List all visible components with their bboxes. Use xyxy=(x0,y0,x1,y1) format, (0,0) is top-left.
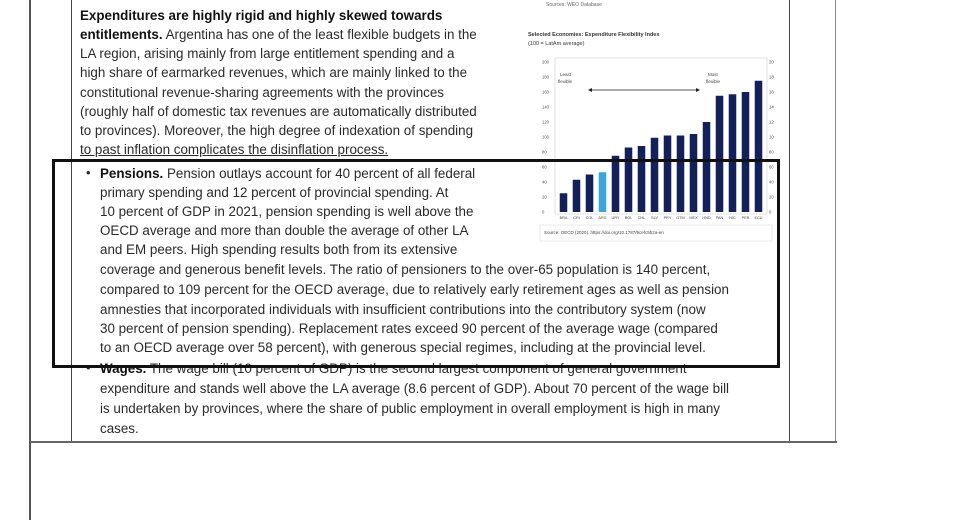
chart-source: Source: OECD (2020). https://doi.org/10.… xyxy=(544,230,664,235)
column-left-border xyxy=(71,0,72,442)
y-tick-label-right: 0 xyxy=(769,210,772,215)
x-tick-label: BRA xyxy=(560,216,568,220)
document-bottom-border xyxy=(30,441,837,443)
y-tick-label: 80 xyxy=(542,150,547,155)
bar-gtm xyxy=(676,135,685,212)
highlight-box xyxy=(52,159,780,368)
y-tick-label-right: 140 xyxy=(769,105,774,110)
x-tick-label: CRI xyxy=(573,216,580,220)
y-axis-left: 0 20 40 60 80 100 120 140 160 180 200 xyxy=(542,60,550,215)
bar-bra xyxy=(559,193,568,212)
x-tick-label: ECU xyxy=(754,216,762,220)
x-tick-label: BOL xyxy=(625,216,633,220)
y-tick-label-right: 20 xyxy=(769,195,774,200)
y-tick-label: 60 xyxy=(542,165,547,170)
x-tick-label: PER xyxy=(742,216,750,220)
y-tick-label-right: 40 xyxy=(769,180,774,185)
column-right-border xyxy=(789,0,790,442)
annotation-right-1: Most xyxy=(708,72,719,77)
bar-bol xyxy=(624,147,633,212)
bar-col xyxy=(585,174,594,212)
plot-frame xyxy=(554,57,768,215)
x-tick-label: MEX xyxy=(689,216,698,220)
y-tick-label-right: 80 xyxy=(769,150,774,155)
bar-arg xyxy=(598,172,607,212)
bar-hnd xyxy=(702,122,711,212)
y-tick-label-right: 180 xyxy=(769,75,774,80)
bar-per xyxy=(741,92,750,212)
bar-chl xyxy=(637,146,646,212)
bar-pry xyxy=(663,135,672,212)
bar-ury xyxy=(611,155,620,212)
x-tick-label: PAN xyxy=(716,216,724,220)
bar-pan xyxy=(715,95,724,212)
bar-ecu xyxy=(754,80,763,212)
x-tick-label: PRY xyxy=(664,216,672,220)
chart-title: Selected Economies: Expenditure Flexibil… xyxy=(528,32,660,38)
y-tick-label: 100 xyxy=(542,135,550,140)
bar-mex xyxy=(689,134,698,212)
annotation-left-1: Least xyxy=(560,72,572,77)
bar-nic xyxy=(728,94,737,212)
y-tick-label: 160 xyxy=(542,90,550,95)
bars xyxy=(559,80,763,212)
y-tick-label: 0 xyxy=(542,210,545,215)
x-tick-label: HND xyxy=(702,216,710,220)
y-tick-label-right: 160 xyxy=(769,90,774,95)
annotation-left-2: flexible xyxy=(558,79,573,84)
bar-cri xyxy=(572,179,581,212)
chart-subtitle: (100 = LatAm average) xyxy=(528,41,585,47)
y-tick-label: 200 xyxy=(542,60,550,65)
x-tick-label: GTM xyxy=(676,216,684,220)
chart-top-source: Sources: WEO Database xyxy=(546,2,602,8)
y-tick-label: 120 xyxy=(542,120,550,125)
x-tick-label: URY xyxy=(612,216,620,220)
y-tick-label-right: 60 xyxy=(769,165,774,170)
y-tick-label: 140 xyxy=(542,105,550,110)
document-right-border xyxy=(835,0,836,442)
x-tick-label: COL xyxy=(586,216,594,220)
x-tick-label: CHL xyxy=(638,216,646,220)
expenditure-flexibility-chart: Sources: WEO Database Selected Economies… xyxy=(528,2,774,242)
x-tick-label: ARG xyxy=(598,216,606,220)
x-tick-label: SLV xyxy=(651,216,658,220)
y-tick-label: 180 xyxy=(542,75,550,80)
bar-slv xyxy=(650,137,659,212)
y-tick-label: 20 xyxy=(542,195,547,200)
annotation-right-2: flexible xyxy=(706,79,721,84)
source-box xyxy=(539,224,773,242)
y-axis-right: 0 20 40 60 80 100 120 140 160 180 200 xyxy=(769,60,774,215)
frame-left-border xyxy=(29,0,31,520)
y-tick-label: 40 xyxy=(542,180,547,185)
y-tick-label-right: 200 xyxy=(769,60,774,65)
y-tick-label-right: 120 xyxy=(769,120,774,125)
x-tick-label: NIC xyxy=(729,216,736,220)
x-axis-labels: BRA CRI COL ARG URY BOL CHL SLV PRY GTM MEX HND PAN N… xyxy=(560,216,763,220)
y-tick-label-right: 100 xyxy=(769,135,774,140)
